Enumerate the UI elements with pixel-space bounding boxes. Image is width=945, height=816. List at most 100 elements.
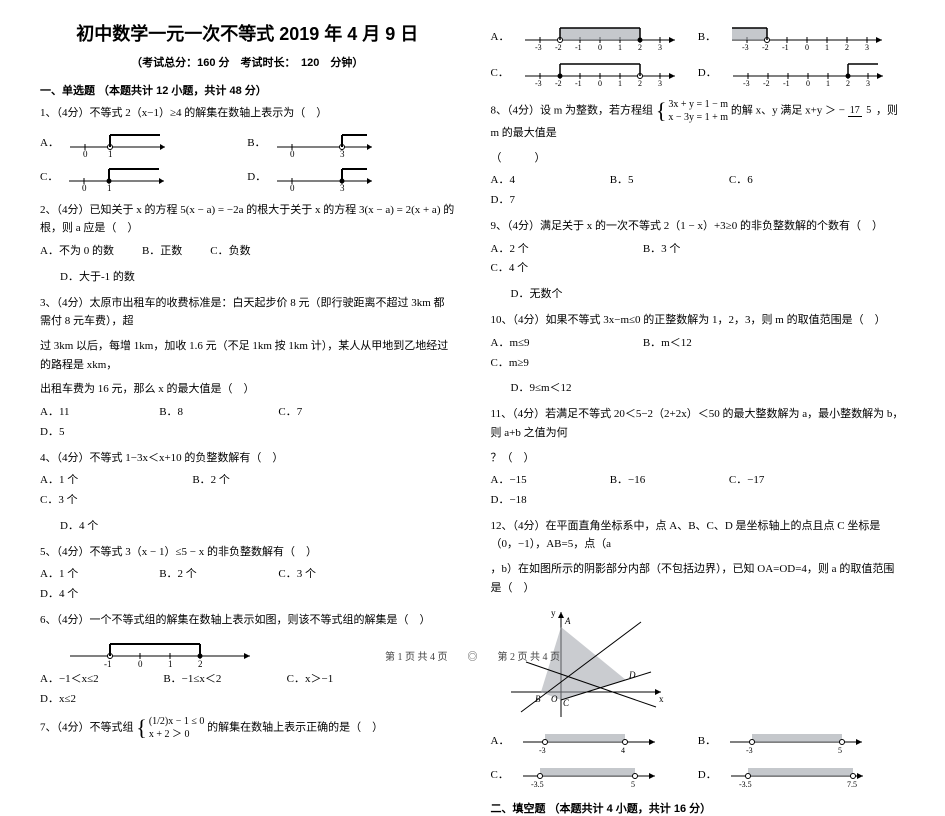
svg-text:-2: -2 (763, 79, 770, 88)
svg-text:0: 0 (83, 149, 88, 157)
q2-options: A．不为 0 的数 B．正数 C．负数 (40, 242, 455, 262)
q2-opt-d: D．大于-1 的数 (60, 268, 135, 288)
brace-icon: { (656, 100, 667, 122)
svg-text:0: 0 (290, 183, 295, 191)
q6-opt-b: B．−1≤x＜2 (163, 670, 258, 690)
q5-text: 5、（4分）不等式 3（x − 1）≤5 − x 的非负整数解有（ ） (40, 543, 455, 562)
q3-opt-c: C．7 (278, 403, 369, 423)
svg-text:-3.5: -3.5 (531, 780, 544, 788)
q7-sys-top: (1/2)x − 1 ≤ 0 (149, 715, 205, 728)
q7-text1: 7、（4分）不等式组 (40, 722, 134, 734)
q2-opt-d-row: D．大于-1 的数 (60, 268, 455, 288)
svg-text:-3.5: -3.5 (739, 780, 752, 788)
q12-opt-d-chart: -3.5 7.5 (723, 760, 873, 788)
q8-opt-c: C．6 (729, 171, 820, 191)
q3-opt-d: D．5 (40, 423, 131, 443)
q11-opt-b: B．−16 (610, 471, 701, 491)
svg-text:D: D (628, 670, 636, 680)
q3-line3: 出租车费为 16 元，那么 x 的最大值是（ ） (40, 380, 455, 399)
q1-opt-b-label: B． (247, 134, 265, 150)
svg-text:2: 2 (638, 79, 642, 88)
q1-opt-a-chart: 0 1 (65, 127, 175, 157)
q6-opt-d: D．x≤2 (40, 690, 135, 710)
svg-text:0: 0 (82, 183, 87, 191)
q6-text: 6、（4分）一个不等式组的解集在数轴上表示如图，则该不等式组的解集是（ ） (40, 611, 455, 630)
page-footer: 第 1 页 共 4 页 ◎ 第 2 页 共 4 页 (0, 648, 945, 663)
svg-text:-3: -3 (539, 746, 546, 754)
q11-opt-d: D．−18 (491, 491, 582, 511)
exam-subtitle: （考试总分：160 分 考试时长： 120 分钟） (40, 54, 455, 70)
q4-options: A．1 个 B．2 个 C．3 个 (40, 471, 455, 511)
q7-opt-a-label: A． (491, 28, 510, 44)
svg-text:O: O (551, 694, 558, 704)
q11-text2: ？（ ） (491, 449, 906, 468)
svg-text:-2: -2 (555, 79, 562, 88)
q4-opt-a: A．1 个 (40, 471, 164, 491)
section-1-heading: 一、单选题 （本题共计 12 小题，共计 48 分） (40, 82, 455, 98)
q1-opt-c-label: C． (40, 168, 58, 184)
q3-options: A．11 B．8 C．7 D．5 (40, 403, 455, 443)
svg-text:B: B (535, 694, 541, 704)
q2-opt-a: A．不为 0 的数 (40, 242, 114, 262)
q7-row: 7、（4分）不等式组 { (1/2)x − 1 ≤ 0 x + 2 ＞ 0 的解… (40, 715, 455, 741)
q7-opt-c-label: C． (491, 64, 509, 80)
q8-frac-den: 5 (864, 105, 873, 116)
svg-text:0: 0 (290, 149, 295, 157)
svg-text:5: 5 (631, 780, 635, 788)
svg-text:1: 1 (825, 43, 829, 52)
q8-opt-d: D．7 (491, 191, 582, 211)
q8-opt-a: A．4 (491, 171, 582, 191)
svg-text:1: 1 (618, 43, 622, 52)
q3-line2: 过 3km 以后，每增 1km，加收 1.6 元（不足 1km 按 1km 计）… (40, 337, 455, 374)
q1-opt-d-chart: 0 3 (272, 161, 382, 191)
q5-opt-d: D．4 个 (40, 585, 131, 605)
svg-text:-2: -2 (555, 43, 562, 52)
q12-options: A． -3 4 B． -3 5 C． (491, 726, 906, 794)
q1-opt-b-chart: 0 3 (272, 127, 382, 157)
svg-text:-1: -1 (575, 43, 582, 52)
q7-opt-a-chart: -3 -2 -1 0 1 2 3 (515, 20, 685, 52)
svg-text:3: 3 (340, 183, 345, 191)
q4-text: 4、（4分）不等式 1−3x＜x+10 的负整数解有（ ） (40, 449, 455, 468)
q3-line1: 3、（4分）太原市出租车的收费标准是：白天起步价 8 元（即行驶距离不超过 3k… (40, 294, 455, 331)
svg-text:0: 0 (598, 43, 602, 52)
q12-text1: 12、（4分）在平面直角坐标系中，点 A、B、C、D 是坐标轴上的点且点 C 坐… (491, 517, 906, 554)
q8-frac: 17 5 (848, 106, 874, 116)
q10-opt-d: D．9≤m＜12 (511, 379, 572, 399)
svg-text:0: 0 (598, 79, 602, 88)
right-column: A． -3 -2 -1 0 1 2 3 (473, 20, 916, 659)
q8-frac-num: 17 (848, 105, 862, 117)
svg-text:3: 3 (658, 43, 662, 52)
q12-opt-c-label: C． (491, 766, 509, 782)
q11-opt-a: A．−15 (491, 471, 582, 491)
q8-sys-top: 3x + y = 1 − m (668, 98, 728, 111)
svg-text:2: 2 (845, 43, 849, 52)
q4-opt-d: D．4 个 (60, 517, 98, 537)
q7-text2: 的解集在数轴上表示正确的是（ ） (207, 722, 383, 734)
svg-text:7.5: 7.5 (847, 780, 857, 788)
q2-opt-c: C．负数 (210, 242, 250, 262)
q7-opt-b-label: B． (698, 28, 716, 44)
q5-options: A．1 个 B．2 个 C．3 个 D．4 个 (40, 565, 455, 605)
q7-opt-d-chart: -3 -2 -1 0 1 2 3 (723, 56, 893, 88)
q3-opt-b: B．8 (159, 403, 250, 423)
q8-opt-b: B．5 (610, 171, 701, 191)
svg-text:2: 2 (846, 79, 850, 88)
q9-opt-a: A．2 个 (491, 240, 615, 260)
q7-sys-bot: x + 2 ＞ 0 (149, 728, 205, 741)
svg-text:2: 2 (638, 43, 642, 52)
q7-options: A． -3 -2 -1 0 1 2 3 (491, 20, 906, 92)
q8-sys-bot: x − 3y = 1 + m (668, 111, 728, 124)
q4-opt-d-row: D．4 个 (60, 517, 455, 537)
svg-text:4: 4 (621, 746, 625, 754)
svg-text:0: 0 (806, 79, 810, 88)
q10-opt-c: C．m≥9 (491, 354, 615, 374)
q9-opt-d: D．无数个 (511, 285, 563, 305)
brace-icon: { (136, 717, 147, 739)
q8-text1: 8、（4分）设 m 为整数，若方程组 (491, 105, 654, 117)
q8-text2: 的解 x、y 满足 x+y ＞ − (731, 105, 845, 117)
q12-opt-a-label: A． (491, 732, 510, 748)
svg-text:1: 1 (108, 149, 113, 157)
svg-text:1: 1 (826, 79, 830, 88)
svg-text:C: C (563, 698, 570, 708)
